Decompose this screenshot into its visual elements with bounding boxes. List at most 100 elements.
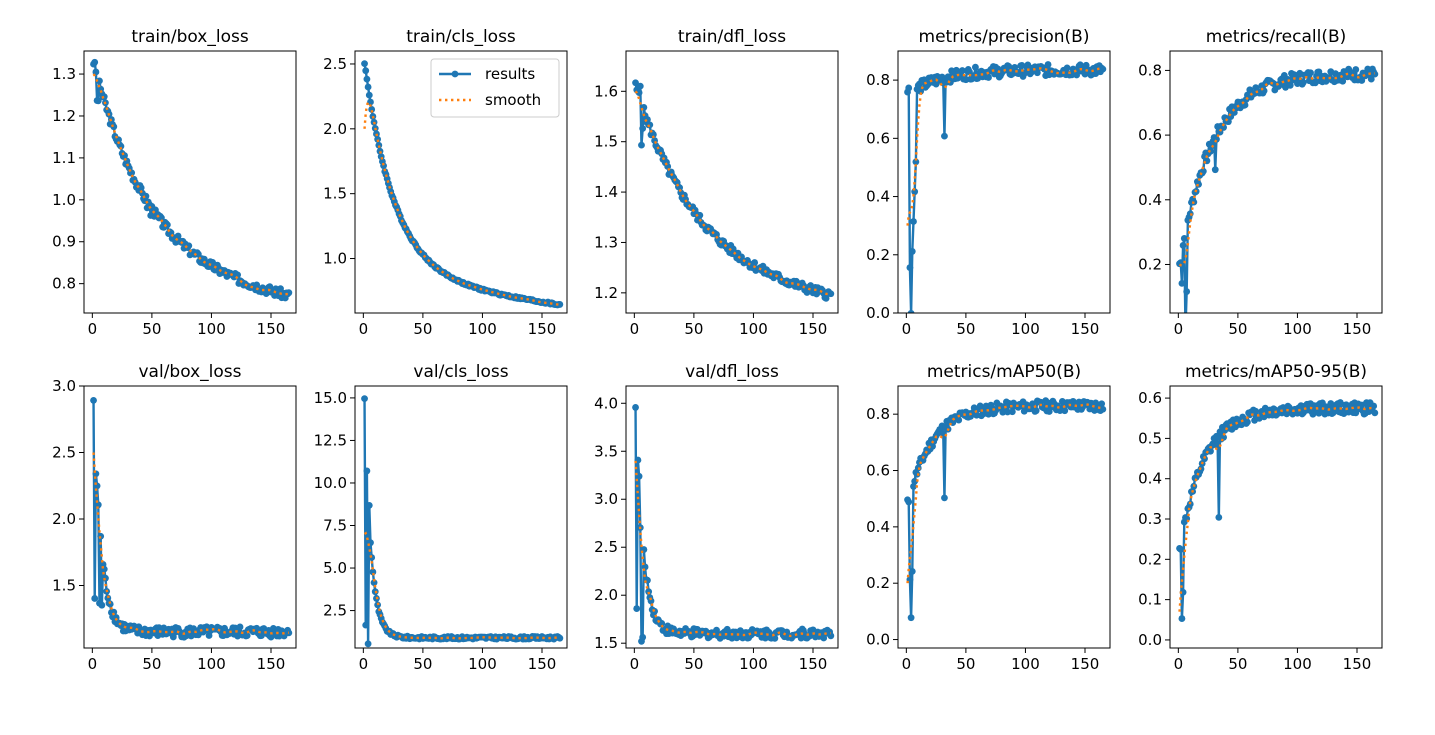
results-point [243, 632, 251, 640]
x-tick-label: 100 [1011, 655, 1040, 673]
results-point [905, 498, 913, 506]
x-tick-label: 100 [1283, 320, 1312, 338]
results-point [98, 601, 106, 609]
results-point [822, 294, 830, 302]
results-point [985, 74, 992, 81]
y-tick-label: 0.0 [866, 631, 890, 649]
results-point [910, 218, 917, 225]
results-point [1180, 235, 1188, 242]
subplot-1: train/box_loss 0 50 100 150 0.8 0.9 1.0 1.1 1.2 1.… [52, 27, 297, 338]
results-point [645, 588, 653, 596]
results-point [1307, 69, 1314, 77]
results-point [917, 87, 925, 95]
results-point [112, 614, 120, 621]
x-tick-label: 50 [1228, 320, 1247, 338]
results-point [361, 395, 368, 403]
x-tick-label: 0 [1174, 320, 1184, 338]
axes-frame [625, 385, 839, 649]
results-point [636, 82, 644, 90]
results-point [364, 640, 372, 648]
y-tick-label: 1.0 [52, 191, 76, 209]
results-point [1215, 513, 1223, 521]
x-tick-label: 50 [956, 655, 975, 673]
results-point [1220, 124, 1227, 131]
y-tick-label: 0.6 [1138, 126, 1162, 144]
results-point [827, 290, 835, 298]
subplot-2: train/cls_loss 0 50 100 150 1.0 1.5 2.0 2.5 resul… [323, 27, 568, 338]
results-point [556, 301, 564, 308]
results-point [1178, 615, 1186, 622]
results-point [1073, 71, 1081, 79]
y-tick-label: 0.1 [1138, 591, 1162, 609]
legend: results smooth [430, 58, 560, 118]
x-tick-label: 0 [902, 655, 912, 673]
y-tick-label: 2.5 [323, 55, 347, 73]
results-point [1178, 279, 1186, 287]
results-point [638, 141, 645, 149]
results-point [1179, 588, 1187, 596]
results-point [1044, 61, 1052, 68]
results-point [905, 84, 913, 92]
results-line [906, 63, 1104, 313]
y-tick-label: 10.0 [314, 474, 347, 492]
x-tick-label: 100 [197, 320, 226, 338]
results-point [365, 91, 373, 99]
x-tick-label: 150 [528, 320, 557, 338]
smooth-line [906, 67, 1103, 226]
results-point [369, 568, 377, 576]
results-point [1183, 288, 1191, 295]
x-tick-label: 150 [1071, 320, 1100, 338]
y-tick-label: 0.2 [1138, 550, 1162, 568]
axes-frame [625, 50, 839, 314]
results-point [1201, 455, 1208, 463]
results-point [370, 579, 378, 587]
results-point [1179, 241, 1187, 249]
results-point [362, 621, 370, 629]
y-tick-label: 0.4 [1138, 191, 1162, 209]
x-tick-label: 100 [468, 655, 497, 673]
results-point [1008, 408, 1016, 416]
axes-frame [1169, 50, 1383, 314]
results-point [1004, 408, 1011, 416]
legend-results-label: results [485, 65, 535, 83]
plot-area [1176, 399, 1379, 622]
results-point [713, 231, 720, 238]
plot-area [904, 61, 1107, 313]
results-point [1177, 259, 1185, 266]
results-point [633, 605, 641, 612]
results-point [1358, 77, 1366, 84]
smooth-line [1178, 72, 1375, 267]
results-line [1178, 401, 1377, 620]
results-point [908, 567, 916, 575]
results-line [92, 61, 290, 300]
legend-smooth-label: smooth [485, 91, 541, 109]
subplot-title: val/box_loss [139, 362, 242, 382]
y-tick-label: 1.3 [594, 233, 618, 251]
y-tick-label: 0.8 [866, 71, 890, 89]
x-tick-label: 0 [902, 320, 912, 338]
results-point [955, 416, 963, 424]
axes-frame [354, 385, 568, 649]
y-tick-label: 0.8 [866, 405, 890, 423]
y-tick-label: 1.2 [594, 284, 618, 302]
y-tick-label: 1.5 [594, 634, 618, 652]
y-tick-label: 1.6 [594, 82, 618, 100]
results-point [1099, 65, 1107, 73]
y-tick-label: 1.5 [594, 133, 618, 151]
smooth-line [92, 73, 289, 296]
y-tick-label: 0.6 [1138, 389, 1162, 407]
x-tick-label: 50 [142, 320, 161, 338]
subplot-title: metrics/mAP50-95(B) [1185, 362, 1367, 382]
results-point [374, 135, 382, 143]
results-point [96, 77, 103, 85]
subplot-title: train/box_loss [131, 27, 249, 47]
x-tick-label: 0 [630, 655, 640, 673]
subplot-8: val/dfl_loss 0 50 100 150 1.5 2.0 2.5 3.0 3.5 4.0 [594, 362, 839, 673]
results-point [906, 264, 914, 271]
x-tick-label: 100 [197, 655, 226, 673]
x-tick-label: 150 [799, 320, 828, 338]
results-point [1099, 405, 1107, 413]
y-tick-label: 5.0 [323, 559, 347, 577]
x-tick-label: 100 [468, 320, 497, 338]
